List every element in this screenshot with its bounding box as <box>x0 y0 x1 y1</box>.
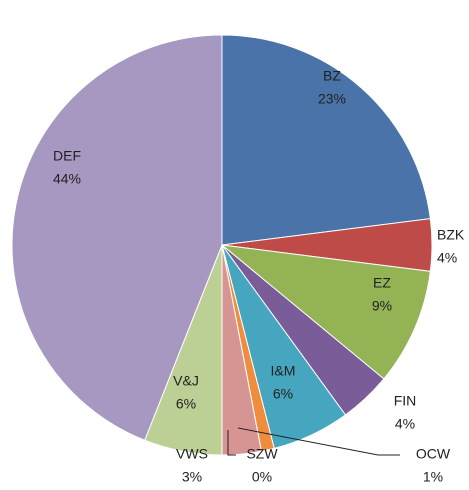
value-label: 44% <box>53 171 81 187</box>
slice-label: V&J <box>173 373 199 389</box>
slice-label: OCW <box>416 446 451 462</box>
slice <box>220 244 431 380</box>
value-label: 9% <box>372 298 392 314</box>
slice-label: EZ <box>373 275 391 291</box>
slice <box>221 34 431 246</box>
value-label: 6% <box>273 386 293 402</box>
leader-line <box>227 430 236 456</box>
slice-label: I&M <box>271 363 296 379</box>
slice-label: VWS <box>176 446 208 462</box>
value-label: 6% <box>176 396 196 412</box>
pie <box>11 34 433 456</box>
value-label: 4% <box>437 250 457 266</box>
leader-line <box>237 427 400 456</box>
slice-label: SZW <box>246 446 278 462</box>
labels: BZ 23% BZK 4% EZ 9% FIN 4% I&M 6% OCW 1% SZW 0% VWS 3% V… <box>53 68 465 485</box>
value-label: 1% <box>423 469 443 485</box>
value-label: 0% <box>252 469 272 485</box>
slice-label: FIN <box>394 393 417 409</box>
value-label: 4% <box>395 416 415 432</box>
slice-label: BZ <box>323 68 341 84</box>
value-label: 23% <box>318 91 346 107</box>
slice <box>11 34 223 441</box>
value-label: 3% <box>182 469 202 485</box>
slice-label: DEF <box>53 148 81 164</box>
slice-label: BZK <box>437 227 465 243</box>
